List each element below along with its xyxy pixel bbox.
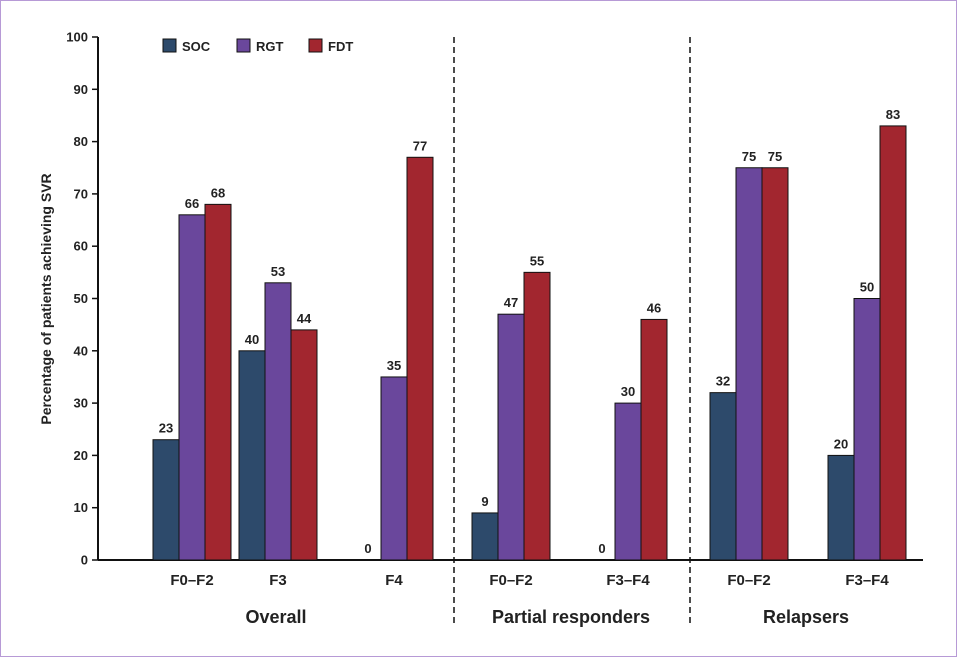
value-label-fdt-0: 68 <box>211 185 225 200</box>
value-label-fdt-1: 44 <box>297 311 312 326</box>
group-label: Overall <box>245 607 306 627</box>
bar-rgt-2 <box>380 376 408 561</box>
value-label-rgt-3: 47 <box>504 295 518 310</box>
y-tick-label: 40 <box>74 343 88 358</box>
bar-fdt-1 <box>290 329 318 561</box>
x-axis: F0–F2 F3 F4 F0–F2 F3–F4 F0–F2 F3–F4 Overall Part… <box>170 572 889 627</box>
bar-soc-3 <box>471 512 499 561</box>
bar-rgt-1 <box>264 282 292 561</box>
legend-swatch-soc <box>162 38 177 53</box>
bar-fdt-3 <box>523 271 551 561</box>
value-label-soc-3: 9 <box>481 494 488 509</box>
bar-rgt-5 <box>735 167 763 561</box>
value-label-rgt-2: 35 <box>387 358 401 373</box>
value-label-soc-2: 0 <box>364 541 371 556</box>
value-label-rgt-0: 66 <box>185 196 199 211</box>
y-tick-label: 10 <box>74 500 88 515</box>
value-label-fdt-3: 55 <box>530 253 544 268</box>
y-tick-label: 50 <box>74 291 88 306</box>
value-label-soc-4: 0 <box>598 541 605 556</box>
legend-swatch-fdt <box>308 38 323 53</box>
value-label-soc-1: 40 <box>245 332 259 347</box>
bar-rgt-3 <box>497 313 525 561</box>
bar-fdt-5 <box>761 167 789 561</box>
category-label: F0–F2 <box>727 572 770 589</box>
bar-rgt-0 <box>178 214 206 561</box>
y-tick-label: 60 <box>74 239 88 254</box>
legend-label-fdt: FDT <box>328 39 353 54</box>
category-label: F0–F2 <box>170 572 213 589</box>
group-label: Partial responders <box>492 607 650 627</box>
legend-label-soc: SOC <box>182 39 211 54</box>
value-label-fdt-5: 75 <box>768 149 782 164</box>
value-label-rgt-6: 50 <box>860 280 874 295</box>
y-tick-label: 80 <box>74 134 88 149</box>
bar-soc-0 <box>152 439 180 561</box>
value-label-rgt-4: 30 <box>621 384 635 399</box>
category-label: F3–F4 <box>606 572 650 589</box>
y-axis-title: Percentage of patients achieving SVR <box>38 173 54 424</box>
y-tick-label: 30 <box>74 396 88 411</box>
value-label-rgt-1: 53 <box>271 264 285 279</box>
legend: SOC RGT FDT <box>162 38 353 54</box>
bar-rgt-6 <box>853 298 881 561</box>
value-label-soc-0: 23 <box>159 421 173 436</box>
y-tick-label: 0 <box>81 553 88 568</box>
bar-soc-5 <box>709 392 737 561</box>
category-label: F3–F4 <box>845 572 889 589</box>
bar-fdt-4 <box>640 318 668 561</box>
y-tick-label: 20 <box>74 448 88 463</box>
bar-soc-6 <box>827 454 855 561</box>
value-label-soc-5: 32 <box>716 374 730 389</box>
bar-fdt-2 <box>406 156 434 561</box>
value-label-fdt-6: 83 <box>886 107 900 122</box>
bars <box>152 125 907 561</box>
value-label-fdt-2: 77 <box>413 138 427 153</box>
legend-swatch-rgt <box>236 38 251 53</box>
bar-fdt-0 <box>204 203 232 561</box>
y-tick-label: 100 <box>66 30 88 45</box>
value-label-soc-6: 20 <box>834 436 848 451</box>
category-label: F3 <box>269 572 287 589</box>
y-tick-label: 70 <box>74 186 88 201</box>
group-label: Relapsers <box>763 607 849 627</box>
value-labels: 23 40 0 9 0 32 20 66 53 35 47 30 75 50 68 44 77 55 46 75 83 <box>159 107 900 556</box>
y-tick-label: 90 <box>74 82 88 97</box>
bar-soc-1 <box>238 350 266 561</box>
category-label: F0–F2 <box>489 572 532 589</box>
value-label-fdt-4: 46 <box>647 300 661 315</box>
value-label-rgt-5: 75 <box>742 149 756 164</box>
bar-rgt-4 <box>614 402 642 561</box>
legend-label-rgt: RGT <box>256 39 284 54</box>
category-label: F4 <box>385 572 403 589</box>
bar-fdt-6 <box>879 125 907 561</box>
